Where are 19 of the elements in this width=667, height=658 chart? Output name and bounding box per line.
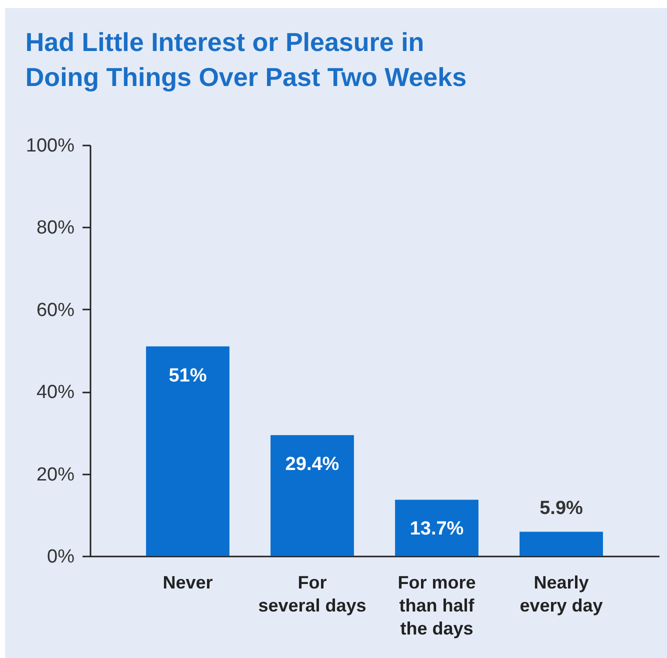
data-label: 51% xyxy=(168,365,207,386)
y-tick-label: 80% xyxy=(36,218,75,239)
x-tick-label: For several days xyxy=(258,572,366,616)
chart-title: Had Little Interest or Pleasure in Doing Things Over Past Two Weeks xyxy=(25,27,467,92)
y-tick-label: 40% xyxy=(36,382,75,404)
y-tick-label: 100% xyxy=(26,136,75,156)
bar xyxy=(520,532,603,556)
data-label: 13.7% xyxy=(410,518,464,540)
bar xyxy=(146,346,230,556)
x-tick-label: Never xyxy=(162,572,213,592)
y-tick-label: 60% xyxy=(36,300,75,321)
x-tick-label: Nearly every day xyxy=(520,572,603,616)
x-tick-label: For more than half the days xyxy=(398,572,476,638)
bar xyxy=(395,500,478,556)
bar xyxy=(270,435,354,556)
data-label: 29.4% xyxy=(285,454,340,476)
y-tick-label: 20% xyxy=(36,464,75,486)
y-tick-label: 0% xyxy=(47,546,75,568)
data-label: 5.9% xyxy=(540,498,584,519)
